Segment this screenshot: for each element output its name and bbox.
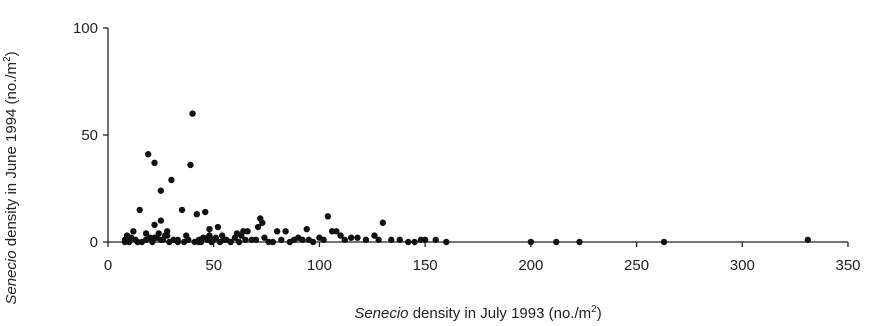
data-point bbox=[155, 230, 162, 237]
x-axis-title-sup: 2 bbox=[591, 304, 597, 315]
data-point bbox=[375, 236, 382, 244]
data-point bbox=[303, 225, 310, 233]
data-point bbox=[242, 236, 249, 244]
data-point bbox=[130, 228, 137, 235]
data-point bbox=[212, 234, 220, 241]
y-axis-title: Senecio density in June 1994 (no./m2) bbox=[2, 51, 20, 304]
data-point bbox=[804, 236, 812, 244]
y-tick-label: 0 bbox=[90, 234, 98, 251]
x-tick-label: 250 bbox=[624, 257, 649, 274]
data-point bbox=[576, 238, 583, 246]
x-tick-label: 50 bbox=[205, 257, 222, 274]
data-point bbox=[443, 238, 450, 246]
x-tick-label: 100 bbox=[307, 257, 332, 274]
x-tick-label: 300 bbox=[730, 257, 755, 274]
data-point bbox=[278, 236, 285, 244]
data-point bbox=[189, 110, 196, 117]
data-point bbox=[379, 219, 387, 226]
data-point bbox=[227, 238, 234, 246]
y-tick-label: 100 bbox=[73, 20, 98, 37]
x-tick-label: 350 bbox=[835, 257, 860, 274]
data-point bbox=[144, 151, 152, 158]
data-point bbox=[178, 206, 186, 214]
data-point bbox=[187, 161, 194, 169]
data-point bbox=[151, 234, 158, 241]
data-point bbox=[371, 232, 378, 239]
data-point bbox=[341, 236, 348, 244]
data-point bbox=[347, 234, 355, 241]
data-point bbox=[333, 228, 340, 235]
data-point bbox=[432, 236, 439, 244]
x-tick-label: 200 bbox=[518, 257, 543, 274]
data-point bbox=[157, 187, 165, 194]
data-point bbox=[421, 236, 429, 244]
data-point bbox=[259, 219, 266, 226]
data-point bbox=[244, 228, 251, 235]
y-axis-title-sup: 2 bbox=[2, 56, 13, 62]
data-point bbox=[320, 236, 327, 244]
x-tick-label: 150 bbox=[413, 257, 438, 274]
data-point bbox=[206, 225, 213, 233]
data-point bbox=[164, 232, 171, 239]
x-axis-title-text: density in July 1993 (no./m bbox=[409, 305, 592, 322]
y-axis-title-close: ) bbox=[3, 51, 20, 56]
data-point bbox=[273, 228, 281, 235]
data-point bbox=[362, 236, 370, 244]
x-ticks: 0 50 100 150 200 250 300 350 bbox=[104, 242, 861, 274]
data-point bbox=[195, 238, 203, 246]
data-point bbox=[405, 238, 412, 246]
data-point bbox=[157, 236, 165, 244]
data-point bbox=[354, 234, 361, 241]
data-point bbox=[261, 234, 268, 241]
data-point bbox=[168, 176, 175, 184]
data-point bbox=[121, 238, 129, 246]
data-point bbox=[193, 210, 200, 218]
data-point bbox=[151, 159, 158, 167]
data-point bbox=[254, 223, 262, 231]
data-point bbox=[157, 217, 165, 224]
data-point bbox=[269, 238, 277, 246]
x-tick-label: 0 bbox=[104, 257, 112, 274]
data-point bbox=[324, 213, 332, 220]
y-axis-title-italic: Senecio bbox=[3, 250, 20, 304]
y-axis-title-text: density in June 1994 (no./m bbox=[3, 62, 20, 250]
x-axis-title-close: ) bbox=[597, 305, 602, 322]
data-point bbox=[185, 236, 192, 244]
x-axis-title-italic: Senecio bbox=[354, 305, 408, 322]
data-point bbox=[553, 238, 560, 246]
y-ticks: 0 50 100 bbox=[73, 20, 108, 251]
data-point bbox=[142, 230, 150, 237]
data-point bbox=[136, 206, 143, 214]
y-tick-label: 50 bbox=[81, 127, 98, 144]
data-point bbox=[337, 232, 344, 239]
data-point bbox=[202, 208, 209, 216]
data-point bbox=[309, 238, 317, 246]
axes bbox=[107, 28, 848, 243]
data-point bbox=[299, 236, 306, 244]
data-point bbox=[214, 223, 222, 231]
data-points bbox=[121, 110, 812, 246]
data-point bbox=[142, 236, 150, 244]
x-axis-title: Senecio density in July 1993 (no./m2) bbox=[354, 304, 601, 322]
data-point bbox=[396, 236, 403, 244]
data-point bbox=[151, 221, 158, 229]
data-point bbox=[527, 238, 535, 246]
data-point bbox=[282, 228, 289, 235]
data-point bbox=[174, 236, 181, 244]
data-point bbox=[235, 238, 243, 246]
data-point bbox=[660, 238, 668, 246]
data-point bbox=[252, 236, 260, 244]
data-point bbox=[411, 238, 418, 246]
data-point bbox=[388, 236, 395, 244]
data-point bbox=[204, 234, 211, 241]
